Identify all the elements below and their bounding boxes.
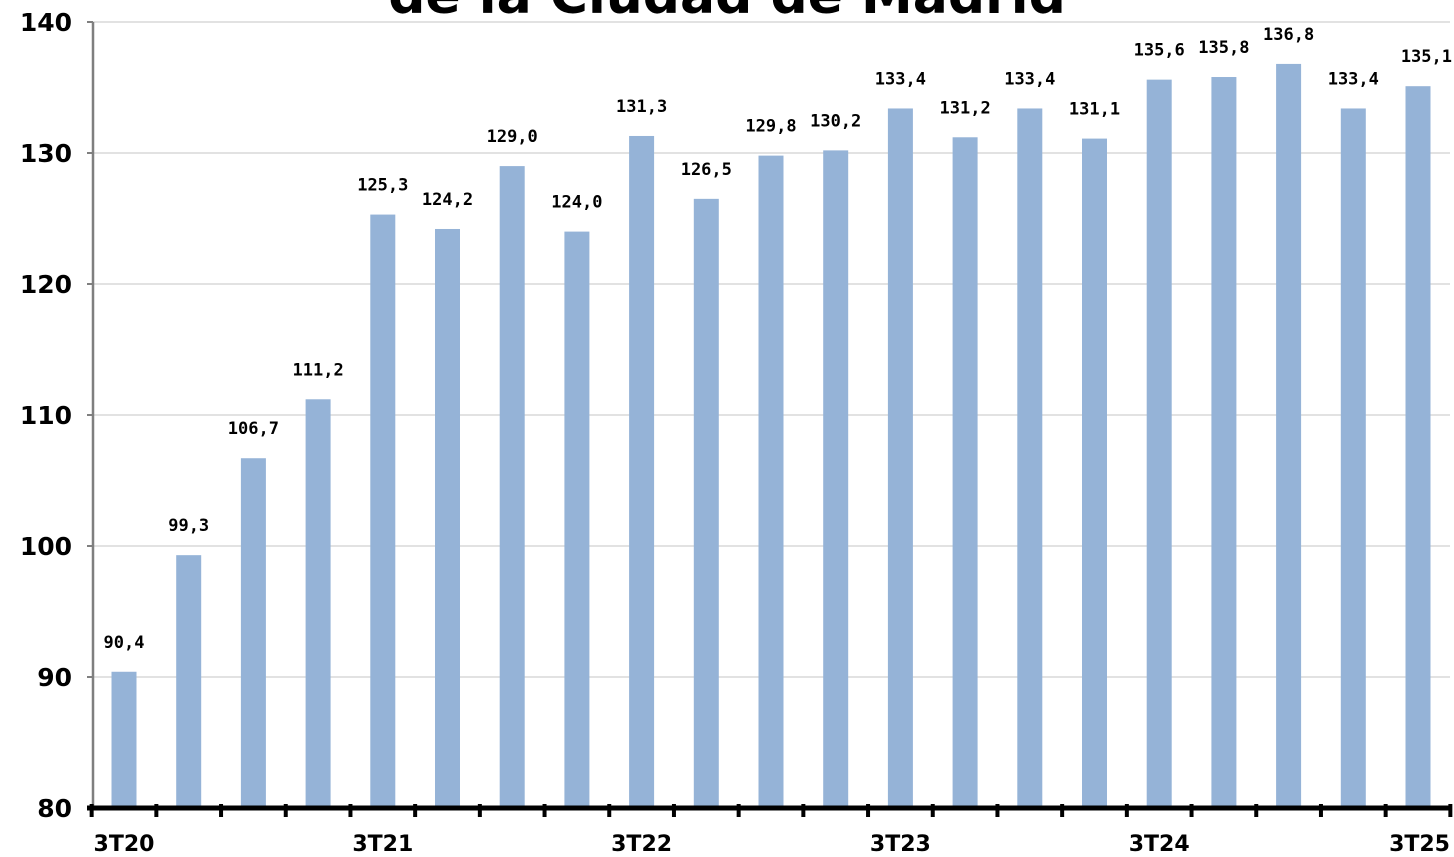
bar-2T23: [823, 150, 849, 808]
data-label-2T21: 111,2: [293, 360, 344, 380]
bar-4T21: [435, 228, 460, 809]
axes: 80 90 100 110 120 130 140 3T20 3T21 3T22 3T23 3T24 3…: [20, 8, 1453, 857]
data-label-2T24: 131,1: [1069, 100, 1120, 120]
data-label-1T21: 106,7: [228, 419, 279, 439]
x-tick-label-3T22: 3T22: [611, 832, 672, 857]
data-label-3T21: 125,3: [357, 176, 408, 196]
data-label-2T25: 133,4: [1328, 69, 1379, 89]
data-label-3T20: 90,4: [104, 633, 145, 653]
data-label-4T20: 99,3: [168, 516, 209, 536]
data-label-1T23: 129,8: [745, 117, 796, 137]
bar-1T24: [1017, 108, 1043, 808]
y-tick-label: 90: [37, 663, 72, 692]
data-label-3T22: 131,3: [616, 97, 667, 117]
bar-1T22: [499, 166, 525, 809]
bar-3T20: [111, 671, 137, 808]
data-label-3T23: 133,4: [875, 69, 926, 89]
y-tick-label: 140: [20, 8, 72, 37]
bars: [111, 63, 1431, 809]
data-label-4T21: 124,2: [422, 190, 473, 210]
bar-4T22: [693, 198, 719, 809]
bar-2T22: [564, 231, 590, 809]
y-tick-label: 120: [20, 270, 72, 299]
data-label-4T22: 126,5: [681, 160, 732, 180]
data-label-1T22: 129,0: [487, 127, 538, 147]
data-label-1T24: 133,4: [1004, 69, 1055, 89]
data-label-2T23: 130,2: [810, 111, 861, 131]
bar-3T21: [370, 214, 396, 808]
bar-2T25: [1340, 108, 1366, 808]
y-tick-label: 80: [37, 794, 72, 823]
data-label-3T24: 135,6: [1134, 41, 1185, 61]
x-tick-label-3T23: 3T23: [870, 832, 931, 857]
data-label-4T23: 131,2: [940, 98, 991, 118]
y-tick-label: 130: [20, 139, 72, 168]
x-tick-label-3T21: 3T21: [352, 832, 413, 857]
bar-4T23: [952, 137, 978, 808]
data-label-3T25: 135,1: [1401, 47, 1452, 67]
data-label-1T25: 136,8: [1263, 25, 1314, 45]
bar-3T22: [629, 135, 655, 809]
bar-4T24: [1211, 77, 1237, 808]
x-tick-label-3T25: 3T25: [1389, 832, 1450, 857]
y-tick-label: 100: [20, 532, 72, 561]
bar-2T21: [305, 399, 331, 808]
bar-3T24: [1146, 79, 1172, 808]
x-tick-label-3T20: 3T20: [94, 832, 155, 857]
y-tick-label: 110: [20, 401, 72, 430]
x-tick-label-3T24: 3T24: [1129, 832, 1190, 857]
bar-3T25: [1405, 86, 1431, 808]
bar-4T20: [176, 555, 202, 808]
data-label-2T22: 124,0: [551, 193, 602, 213]
data-labels: 90,4 99,3 106,7 111,2 125,3 124,2 129,0 124,0 13…: [104, 25, 1452, 653]
bar-2T24: [1082, 138, 1107, 809]
data-label-4T24: 135,8: [1198, 38, 1249, 58]
bar-1T23: [758, 155, 784, 808]
bar-1T25: [1276, 63, 1302, 809]
bar-1T21: [240, 458, 266, 808]
bar-3T23: [887, 108, 913, 808]
